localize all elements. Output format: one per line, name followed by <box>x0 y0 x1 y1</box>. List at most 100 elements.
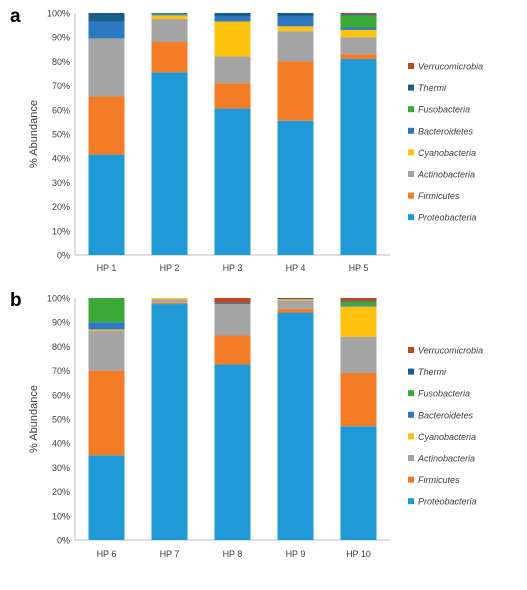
bar-segment-actinobacteria <box>214 304 251 336</box>
bar-segment-actinobacteria <box>88 330 125 371</box>
legend-swatch-firmicutes <box>408 192 414 199</box>
bar-segment-bacteroidetes <box>277 16 314 27</box>
bar-segment-cyanobacteria <box>151 15 188 20</box>
legend-swatch-thermi <box>408 84 414 91</box>
bar-segment-thermi <box>214 13 251 17</box>
legend-label-fusobacteria: Fusobacteria <box>418 389 470 399</box>
bar-segment-firmicutes <box>88 96 125 155</box>
bar-segment-actinobacteria <box>277 31 314 62</box>
bar-segment-cyanobacteria <box>151 298 188 300</box>
bar-segment-proteobacteria <box>277 120 314 255</box>
x-category-label: HP 9 <box>286 549 306 559</box>
panel-label: b <box>10 290 22 311</box>
bar-segment-proteobacteria <box>214 108 251 255</box>
legend-label-bacteroidetes: Bacteroidetes <box>418 410 474 420</box>
legend-label-actinobacteria: Actinobacteria <box>417 170 475 180</box>
y-tick-label: 0% <box>57 251 70 261</box>
bar-segment-bacteroidetes <box>88 322 125 330</box>
x-category-label: HP 2 <box>160 263 180 273</box>
bar-segment-firmicutes <box>151 42 188 73</box>
bar-segment-verrucomicrobia <box>277 298 314 299</box>
y-tick-label: 30% <box>52 463 70 473</box>
x-category-label: HP 4 <box>286 263 306 273</box>
y-tick-label: 90% <box>52 33 70 43</box>
legend-label-verrucomicrobia: Verrucomicrobia <box>418 62 483 72</box>
x-category-label: HP 6 <box>97 549 117 559</box>
bar-segment-bacteroidetes <box>340 27 377 30</box>
legend-label-verrucomicrobia: Verrucomicrobia <box>418 346 483 356</box>
y-tick-label: 100% <box>47 294 70 304</box>
bar-segment-proteobacteria <box>214 364 251 540</box>
y-tick-label: 70% <box>52 366 70 376</box>
x-category-label: HP 1 <box>97 263 117 273</box>
bar-segment-verrucomicrobia <box>214 298 251 303</box>
y-axis-title: % Abundance <box>28 385 40 453</box>
bar-segment-proteobacteria <box>151 304 188 540</box>
bar-segment-actinobacteria <box>88 38 125 97</box>
y-tick-label: 0% <box>57 536 70 546</box>
bar-segment-actinobacteria <box>277 300 314 309</box>
x-category-label: HP 5 <box>349 263 369 273</box>
bar-segment-proteobacteria <box>340 58 377 256</box>
bar-segment-bacteroidetes <box>151 14 188 16</box>
y-tick-label: 90% <box>52 318 70 328</box>
y-tick-label: 70% <box>52 81 70 91</box>
legend-swatch-proteobacteria <box>408 498 414 505</box>
bar-segment-proteobacteria <box>88 154 125 255</box>
bar-segment-thermi <box>88 13 125 22</box>
y-tick-label: 40% <box>52 154 70 164</box>
legend-label-firmicutes: Firmicutes <box>418 191 460 201</box>
bar-segment-actinobacteria <box>151 299 188 303</box>
bar-segment-fusobacteria <box>340 301 377 306</box>
bar-segment-fusobacteria <box>340 15 377 28</box>
legend-swatch-firmicutes <box>408 476 414 483</box>
legend-label-thermi: Thermi <box>418 83 447 93</box>
legend-swatch-bacteroidetes <box>408 411 414 418</box>
bar-segment-proteobacteria <box>277 312 314 540</box>
y-tick-label: 20% <box>52 202 70 212</box>
bar-segment-firmicutes <box>214 83 251 109</box>
bar-segment-thermi <box>277 13 314 17</box>
bar-segment-cyanobacteria <box>340 306 377 337</box>
legend-swatch-cyanobacteria <box>408 433 414 440</box>
legend-label-thermi: Thermi <box>418 367 447 377</box>
bar-segment-bacteroidetes <box>340 305 377 307</box>
y-tick-label: 20% <box>52 487 70 497</box>
bar-segment-firmicutes <box>214 335 251 365</box>
bar-segment-proteobacteria <box>88 455 125 540</box>
bar-segment-actinobacteria <box>214 56 251 84</box>
bar-segment-actinobacteria <box>340 37 377 55</box>
bar-segment-actinobacteria <box>151 19 188 43</box>
bar-segment-firmicutes <box>151 302 188 305</box>
bar-segment-proteobacteria <box>340 426 377 540</box>
y-tick-label: 10% <box>52 226 70 236</box>
bar-segment-cyanobacteria <box>277 26 314 32</box>
y-tick-label: 60% <box>52 105 70 115</box>
y-tick-label: 10% <box>52 511 70 521</box>
bar-segment-verrucomicrobia <box>340 298 377 301</box>
x-category-label: HP 10 <box>346 549 371 559</box>
y-axis-title: % Abundance <box>28 100 40 168</box>
legend-label-cyanobacteria: Cyanobacteria <box>418 432 476 442</box>
bar-segment-cyanobacteria <box>88 329 125 331</box>
bar-segment-thermi <box>340 14 377 16</box>
legend-label-firmicutes: Firmicutes <box>418 475 460 485</box>
bar-segment-cyanobacteria <box>277 299 314 301</box>
legend-swatch-proteobacteria <box>408 214 414 221</box>
y-tick-label: 60% <box>52 390 70 400</box>
bar-segment-firmicutes <box>277 61 314 121</box>
bar-segment-cyanobacteria <box>340 29 377 38</box>
x-category-label: HP 7 <box>160 549 180 559</box>
bar-segment-firmicutes <box>277 308 314 313</box>
legend-label-proteobacteria: Proteobacteria <box>418 213 477 223</box>
legend-swatch-actinobacteria <box>408 455 414 461</box>
legend-label-fusobacteria: Fusobacteria <box>418 105 470 115</box>
bar-segment-firmicutes <box>340 54 377 59</box>
bar-segment-proteobacteria <box>151 72 188 255</box>
legend-swatch-fusobacteria <box>408 390 414 397</box>
bar-segment-bacteroidetes <box>88 21 125 39</box>
y-tick-label: 50% <box>52 130 70 140</box>
bar-segment-thermi <box>340 300 377 302</box>
bar-segment-verrucomicrobia <box>340 13 377 15</box>
